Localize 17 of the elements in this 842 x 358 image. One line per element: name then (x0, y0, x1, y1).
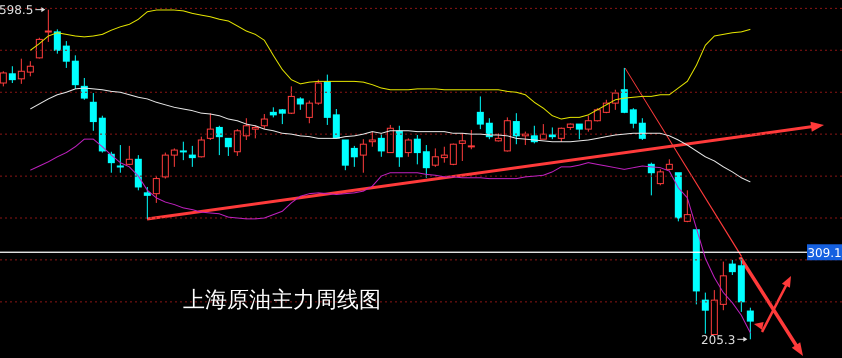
candlestick (18, 58, 25, 84)
candlestick (396, 125, 403, 168)
candlestick (440, 146, 448, 164)
annotation: 205.3 (700, 332, 736, 347)
ref-line-label: 309.1 (807, 246, 842, 260)
candlestick (134, 154, 142, 191)
candlestick (360, 138, 367, 174)
candlestick (62, 40, 70, 68)
candlestick (26, 60, 34, 77)
candlestick (8, 66, 16, 84)
annotation: 598.5 (0, 3, 34, 18)
candlestick (476, 96, 484, 130)
candlestick (422, 144, 430, 178)
candlestick (90, 92, 97, 132)
text: 上海原油主力周线图 (183, 288, 381, 313)
candlestick (702, 292, 709, 334)
candlestick (188, 145, 196, 168)
